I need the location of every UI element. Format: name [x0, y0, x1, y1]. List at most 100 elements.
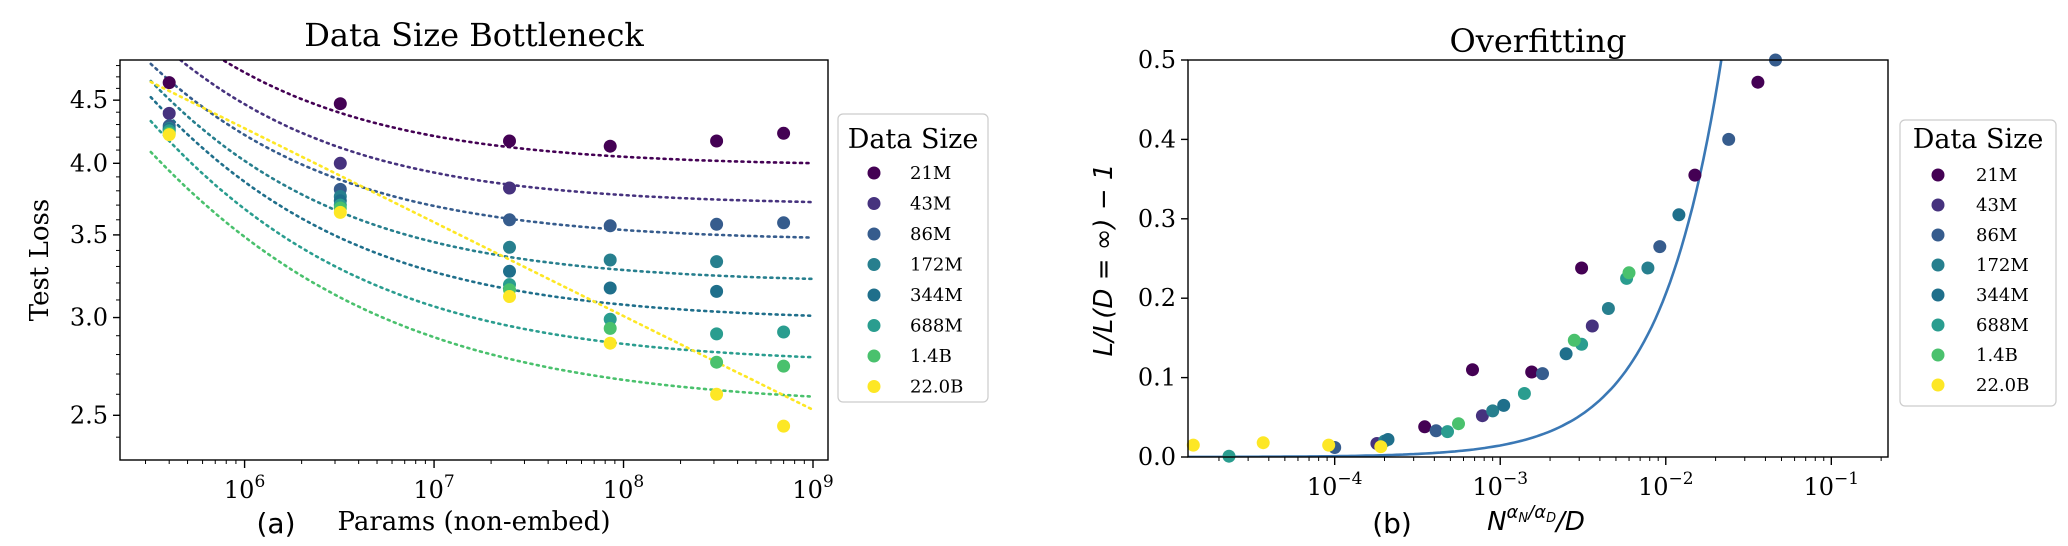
panel-a-point-22.0B-3	[603, 336, 617, 350]
panel-b-point-344M-1	[1497, 398, 1511, 412]
panel-b-point-21M-3	[1575, 261, 1589, 275]
panel-b-x-tick-exp-1: −3	[1503, 469, 1528, 489]
panel-b-legend-label-688M: 688M	[1976, 315, 2029, 336]
panel-b-point-86M-1	[1429, 424, 1443, 438]
panel-b-legend-marker-86M	[1931, 228, 1945, 242]
panel-b-point-22.0B-1	[1256, 436, 1270, 450]
panel-b-point-21M-2	[1525, 365, 1539, 379]
panel-b-point-172M-2	[1601, 302, 1615, 315]
panel-b-legend-label-172M: 172M	[1976, 255, 2029, 276]
panel-b-x-tick-exp-2: −2	[1669, 469, 1694, 489]
panel-a-point-86M-5	[777, 216, 791, 230]
panel-a-point-86M-4	[710, 217, 724, 231]
panel-a-point-21M-4	[710, 134, 724, 148]
panel-a-point-22.0B-2	[503, 290, 516, 303]
panel-a-point-1.4B-3	[603, 321, 617, 335]
panel-b-legend-marker-344M	[1931, 288, 1945, 302]
panel-b-x-tick-label-0: 10−4	[1307, 469, 1363, 501]
panel-a-x-tick-exp-3: 9	[823, 472, 834, 492]
panel-b-x-tick-exp-0: −4	[1337, 469, 1362, 489]
panel-a-x-tick-base-2: 10	[603, 476, 634, 504]
panel-b-point-86M-3	[1653, 240, 1667, 254]
panel-a-point-22.0B-5	[777, 419, 791, 433]
panel-b-legend-label-344M: 344M	[1976, 285, 2029, 306]
panel-b-legend-marker-43M	[1931, 198, 1945, 212]
panel-a-point-21M-2	[503, 134, 516, 148]
panel-a-x-tick-exp-0: 6	[254, 472, 265, 492]
panel-b-x-tick-exp-3: −1	[1834, 469, 1859, 489]
panel-b-point-21M-5	[1751, 75, 1765, 89]
panel-a-y-tick-label-0: 2.5	[70, 401, 108, 429]
panel-a-point-21M-0	[162, 76, 176, 90]
panel-a-point-344M-3	[603, 281, 617, 295]
panel-a-legend-marker-688M	[867, 319, 881, 332]
panel-a-point-344M-4	[710, 284, 724, 298]
panel-a-point-22.0B-4	[710, 387, 724, 401]
panel-a-legend-items: 21M 43M 86M 172M 344M 688M 1.4B 22.0B	[867, 163, 963, 398]
panel-a-point-172M-3	[603, 253, 617, 267]
panel-b-x-tick-label-3: 10−1	[1804, 469, 1860, 501]
panel-a-fit-43M	[178, 60, 815, 204]
panel-a-fit-22.0B	[149, 80, 815, 412]
panel-a: Data Size Bottleneck 2.53.03.54.04.5 106…	[25, 16, 989, 540]
panel-a-y-tick-label-3: 4.0	[70, 149, 108, 177]
panel-a-legend-marker-22.0B	[867, 380, 881, 393]
panel-a-point-1.4B-4	[710, 355, 724, 369]
panel-b-legend-label-22.0B: 22.0B	[1976, 375, 2029, 396]
panel-b-x-label-sup: α	[1507, 502, 1519, 523]
panel-a-legend-label-172M: 172M	[910, 255, 963, 276]
panel-b-y-tick-label-1: 0.1	[1138, 364, 1176, 392]
panel-b-legend-title: Data Size	[1913, 124, 2044, 155]
panel-b-point-21M-4	[1688, 168, 1702, 182]
panel-b-legend-label-86M: 86M	[1976, 225, 2017, 246]
panel-a-legend-label-1.4B: 1.4B	[910, 346, 952, 367]
panel-b-point-43M-2	[1585, 319, 1599, 333]
panel-a-point-22.0B-0	[162, 128, 176, 142]
panel-a-legend-label-86M: 86M	[910, 224, 951, 245]
panel-a-legend: Data Size 21M 43M 86M 172M 344M 688M 1.4B 22.0B	[837, 113, 989, 403]
panel-a-point-21M-5	[777, 126, 791, 140]
panel-a-x-ticks: 106 107 108 109	[145, 460, 834, 504]
panel-a-legend-label-344M: 344M	[910, 285, 963, 306]
panel-a-fit-172M	[149, 79, 815, 281]
panel-b-legend-label-43M: 43M	[1976, 195, 2017, 216]
panel-a-legend-label-43M: 43M	[910, 194, 951, 215]
panel-a-points	[162, 76, 791, 433]
panel-a-y-label: Test Loss	[25, 199, 55, 321]
panel-b-x-label: NαN/αD/D	[1487, 502, 1585, 537]
panel-a-x-tick-base-1: 10	[413, 476, 444, 504]
panel-b-x-tick-base-3: 10	[1804, 473, 1835, 501]
panel-a-y-tick-label-1: 3.0	[70, 304, 108, 332]
panel-a-point-1.4B-5	[777, 359, 791, 373]
panel-b-point-86M-2	[1536, 367, 1549, 381]
panel-a-x-tick-exp-1: 7	[444, 472, 455, 492]
panel-a-point-688M-3	[603, 312, 617, 326]
panel-a-y-tick-label-4: 4.5	[70, 86, 108, 114]
panel-a-point-43M-2	[503, 181, 516, 195]
panel-b-frame	[1187, 59, 1889, 458]
panel-a-point-86M-3	[603, 219, 617, 233]
panel-a-y-tick-label-2: 3.5	[70, 221, 108, 249]
panel-b-points	[1186, 53, 1782, 463]
panel-a-point-172M-4	[710, 255, 724, 269]
panel-b-legend-box	[1899, 119, 2057, 407]
panel-a-point-688M-4	[710, 327, 724, 341]
panel-a-point-21M-3	[603, 139, 617, 153]
panel-b-point-172M-1	[1486, 404, 1500, 418]
panel-b-point-22.0B-0	[1186, 438, 1200, 452]
panel-b-legend-marker-1.4B	[1931, 348, 1945, 362]
panel-a-legend-marker-1.4B	[867, 349, 881, 363]
panel-b-legend-label-1.4B: 1.4B	[1976, 345, 2018, 366]
panel-b-y-label: L/L(D = ∞) − 1	[1089, 164, 1119, 357]
panel-b-point-21M-0	[1418, 420, 1432, 434]
panel-b-legend-marker-172M	[1931, 258, 1945, 272]
panel-b-point-22.0B-3	[1374, 440, 1388, 454]
panel-a-point-43M-0	[162, 106, 176, 120]
panel-b-legend-items: 21M 43M 86M 172M 344M 688M 1.4B 22.0B	[1931, 165, 2029, 396]
panel-a-fit-21M	[220, 60, 815, 165]
panel-b-legend: Data Size 21M 43M 86M 172M 344M 688M 1.4B 22.0B	[1899, 119, 2057, 407]
panel-b-point-86M-4	[1722, 132, 1736, 146]
panel-b-point-688M-2	[1517, 387, 1531, 400]
panel-a-point-86M-2	[503, 213, 516, 227]
panel-a-legend-label-688M: 688M	[910, 316, 963, 337]
